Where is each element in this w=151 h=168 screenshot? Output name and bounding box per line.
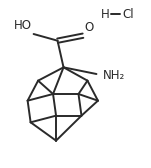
Text: Cl: Cl [122, 8, 134, 20]
Text: O: O [84, 21, 94, 34]
Text: NH₂: NH₂ [103, 69, 125, 82]
Text: H: H [101, 8, 110, 20]
Text: HO: HO [14, 19, 32, 32]
